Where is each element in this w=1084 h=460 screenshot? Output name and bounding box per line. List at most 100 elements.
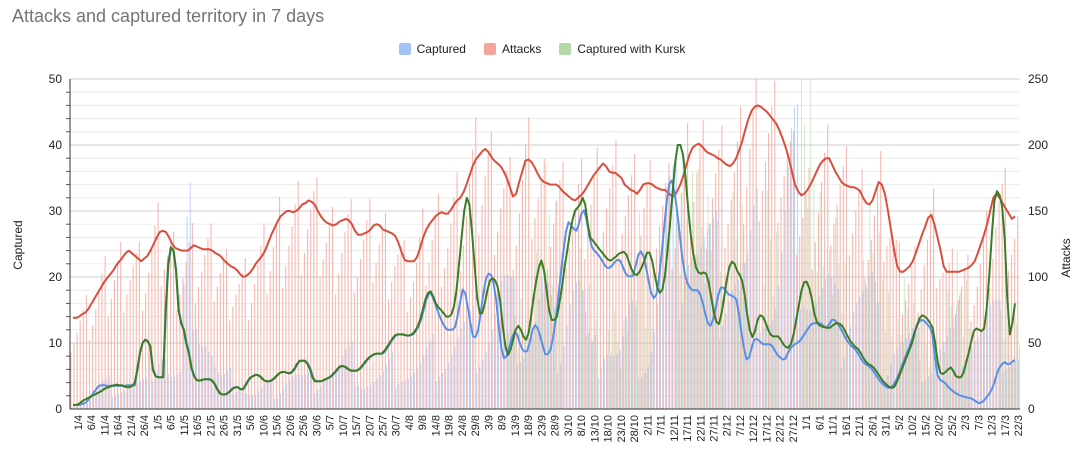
captured-bar xyxy=(224,373,225,409)
attacks-bar xyxy=(849,255,851,409)
attacks-bar xyxy=(852,233,854,409)
x-tick-label: 13/9 xyxy=(510,415,522,436)
attacks-bar xyxy=(113,280,116,409)
captured-bar xyxy=(220,374,222,409)
captured-bar xyxy=(532,337,534,409)
chart-title: Attacks and captured territory in 7 days xyxy=(12,6,325,26)
captured-bar xyxy=(1005,369,1007,409)
captured-bar xyxy=(283,388,285,409)
x-tick-label: 2/12 xyxy=(722,415,734,436)
captured-bar xyxy=(628,304,630,409)
kursk-bar xyxy=(551,286,553,409)
attacks-bar xyxy=(652,269,654,409)
attacks-bar xyxy=(381,229,383,409)
captured-bar xyxy=(1008,366,1010,409)
captured-bar xyxy=(513,278,515,409)
x-tick-label: 25/2 xyxy=(947,415,959,436)
attacks-bar xyxy=(503,188,505,409)
attacks-bar xyxy=(325,242,327,409)
captured-bar xyxy=(912,328,914,409)
kursk-bar xyxy=(838,262,840,409)
captured-bar xyxy=(86,403,88,409)
captured-bar xyxy=(557,373,559,409)
legend-item-kursk[interactable]: Captured with Kursk xyxy=(559,42,685,56)
captured-bar xyxy=(962,366,964,409)
captured-bar xyxy=(762,327,764,409)
attacks-bar xyxy=(606,208,608,409)
captured-bar xyxy=(613,356,615,409)
x-tick-label: 6/4 xyxy=(86,415,98,430)
attacks-bar xyxy=(151,249,153,409)
kursk-bar xyxy=(841,312,843,409)
x-tick-label: 14/8 xyxy=(430,415,442,436)
captured-bar xyxy=(398,384,400,409)
x-tick-label: 15/7 xyxy=(351,415,363,436)
kursk-bar xyxy=(732,191,734,409)
attacks-bar xyxy=(219,273,221,409)
attacks-bar xyxy=(182,278,184,409)
kursk-bar xyxy=(720,271,721,409)
kursk-bar xyxy=(713,303,715,409)
attacks-bar xyxy=(593,175,595,409)
captured-bar xyxy=(582,290,584,409)
attacks-bar xyxy=(101,273,103,409)
captured-bar xyxy=(747,252,749,409)
y-right-tick-label: 100 xyxy=(1028,270,1048,284)
attacks-bar xyxy=(257,265,259,409)
attacks-bar xyxy=(297,181,299,409)
captured-bar xyxy=(987,310,989,409)
attacks-bar xyxy=(917,312,919,409)
attacks-bar xyxy=(518,213,520,409)
kursk-bar xyxy=(910,342,911,409)
legend-item-captured[interactable]: Captured xyxy=(398,42,466,56)
attacks-bar xyxy=(898,242,900,409)
kursk-bar xyxy=(589,284,591,409)
x-tick-label: 21/1 xyxy=(854,415,866,436)
captured-bar xyxy=(457,337,459,409)
attacks-bar xyxy=(469,183,471,409)
attacks-bar xyxy=(702,119,704,410)
captured-bar xyxy=(716,211,718,409)
kursk-bar xyxy=(922,318,924,409)
x-tick-label: 26/1 xyxy=(867,415,879,436)
attacks-bar xyxy=(534,217,536,409)
attacks-bar xyxy=(687,123,689,409)
attacks-bar xyxy=(718,150,720,409)
captured-bar xyxy=(806,309,808,409)
attacks-bar xyxy=(372,282,374,409)
captured-bar xyxy=(1002,372,1004,409)
captured-bar xyxy=(329,377,331,409)
attacks-bar xyxy=(129,280,131,409)
legend-item-attacks[interactable]: Attacks xyxy=(483,42,541,56)
x-tick-label: 15/6 xyxy=(272,415,284,436)
kursk-bar xyxy=(872,252,874,409)
attacks-bar xyxy=(388,299,390,409)
kursk-bar xyxy=(769,240,771,409)
kursk-bar xyxy=(969,328,971,409)
attacks-bar xyxy=(758,220,760,409)
attacks-bar xyxy=(942,272,944,409)
attacks-bar xyxy=(774,80,776,409)
captured-bar xyxy=(946,335,948,409)
kursk-bar xyxy=(819,192,821,409)
captured-bar xyxy=(93,396,95,409)
x-tick-label: 3/9 xyxy=(483,415,495,430)
attacks-bar xyxy=(602,231,605,409)
captured-bar xyxy=(871,272,873,409)
captured-bar xyxy=(373,382,375,409)
captured-bar xyxy=(404,380,406,409)
attacks-bar xyxy=(805,194,807,409)
captured-bar xyxy=(544,273,546,409)
captured-bar xyxy=(921,381,923,409)
kursk-bar xyxy=(651,327,653,409)
kursk-bar xyxy=(592,339,594,409)
attacks-bar xyxy=(117,261,119,409)
attacks-bar xyxy=(141,310,144,409)
attacks-bar xyxy=(403,239,405,409)
captured-bar xyxy=(133,385,135,409)
captured-bar xyxy=(650,351,652,409)
kursk-bar xyxy=(648,286,650,409)
captured-bar xyxy=(797,104,799,409)
attacks-bar xyxy=(743,224,745,409)
x-tick-label: 21/5 xyxy=(205,415,217,436)
